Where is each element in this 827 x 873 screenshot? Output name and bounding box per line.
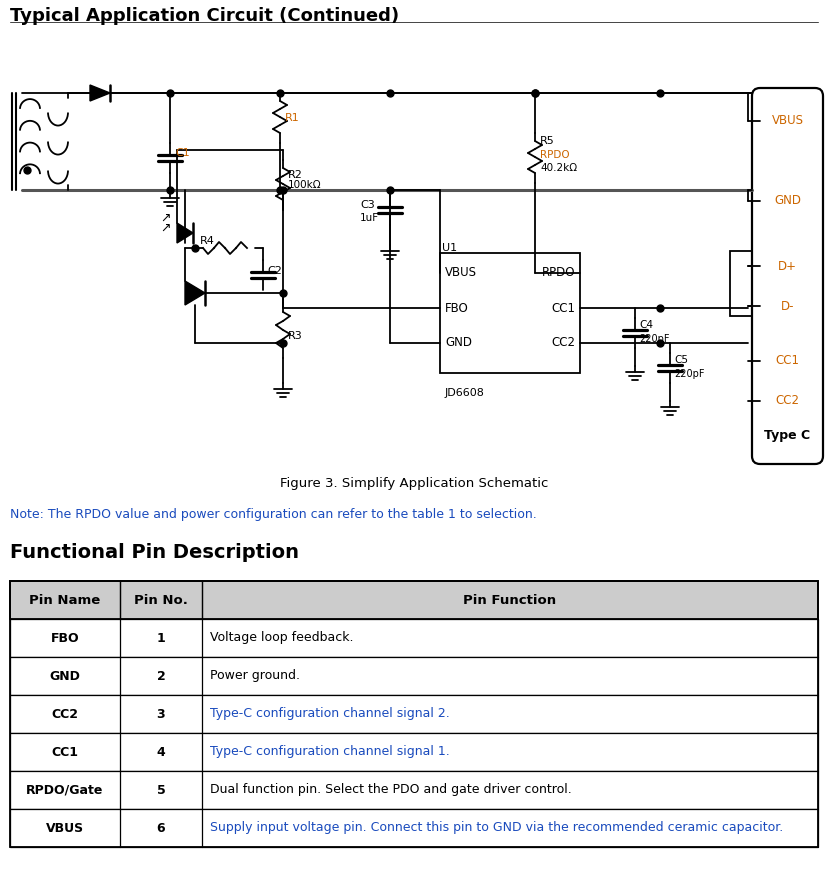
Text: FBO: FBO — [444, 301, 468, 314]
Text: C3: C3 — [360, 200, 375, 210]
Text: Type-C configuration channel signal 2.: Type-C configuration channel signal 2. — [210, 707, 449, 720]
Text: R1: R1 — [284, 113, 299, 123]
Text: U1: U1 — [442, 243, 457, 253]
Bar — [10, 733, 817, 771]
Text: C5: C5 — [673, 355, 687, 365]
Text: Note: The RPDO value and power configuration can refer to the table 1 to selecti: Note: The RPDO value and power configura… — [10, 508, 536, 521]
Text: CC1: CC1 — [550, 301, 574, 314]
Text: CC2: CC2 — [775, 395, 799, 408]
Text: Functional Pin Description: Functional Pin Description — [10, 543, 299, 562]
Polygon shape — [184, 281, 205, 305]
Text: CC2: CC2 — [550, 336, 574, 349]
Bar — [10, 695, 817, 733]
Bar — [10, 809, 817, 847]
Text: 4: 4 — [156, 746, 165, 759]
Text: Figure 3. Simplify Application Schematic: Figure 3. Simplify Application Schematic — [280, 477, 547, 490]
Text: Pin No.: Pin No. — [134, 594, 188, 607]
Text: GND: GND — [50, 670, 80, 683]
Bar — [10, 657, 817, 695]
Text: Dual function pin. Select the PDO and gate driver control.: Dual function pin. Select the PDO and ga… — [210, 783, 571, 796]
Text: VBUS: VBUS — [45, 821, 84, 835]
Text: CC2: CC2 — [51, 707, 79, 720]
Bar — [10, 619, 817, 657]
Text: 5: 5 — [156, 783, 165, 796]
Text: 220pF: 220pF — [638, 334, 669, 344]
Text: R5: R5 — [539, 136, 554, 146]
Text: FBO: FBO — [50, 631, 79, 644]
Text: Voltage loop feedback.: Voltage loop feedback. — [210, 631, 353, 644]
Text: 6: 6 — [156, 821, 165, 835]
Text: R3: R3 — [288, 331, 303, 341]
Text: C1: C1 — [174, 148, 189, 158]
Bar — [10, 581, 817, 847]
Text: C2: C2 — [266, 266, 281, 276]
Text: 40.2kΩ: 40.2kΩ — [539, 163, 576, 173]
Text: R2: R2 — [288, 170, 303, 180]
Text: RPDO: RPDO — [539, 150, 569, 160]
Polygon shape — [177, 223, 193, 243]
Text: Type C: Type C — [763, 430, 810, 443]
Text: GND: GND — [773, 195, 800, 208]
Text: Supply input voltage pin. Connect this pin to GND via the recommended ceramic ca: Supply input voltage pin. Connect this p… — [210, 821, 782, 835]
Text: ↗: ↗ — [160, 211, 170, 224]
Text: R4: R4 — [200, 236, 215, 246]
Text: Pin Name: Pin Name — [29, 594, 101, 607]
Text: RPDO: RPDO — [541, 266, 574, 279]
Text: Power ground.: Power ground. — [210, 670, 299, 683]
Text: JD6608: JD6608 — [444, 388, 485, 398]
Text: 2: 2 — [156, 670, 165, 683]
Text: CC1: CC1 — [775, 354, 799, 368]
Text: VBUS: VBUS — [444, 266, 476, 279]
Text: GND: GND — [444, 336, 471, 349]
Text: 3: 3 — [156, 707, 165, 720]
Text: Type-C configuration channel signal 1.: Type-C configuration channel signal 1. — [210, 746, 449, 759]
Text: C4: C4 — [638, 320, 653, 330]
FancyBboxPatch shape — [751, 88, 822, 464]
Bar — [10, 771, 817, 809]
Bar — [439, 253, 579, 373]
Text: RPDO/Gate: RPDO/Gate — [26, 783, 103, 796]
Bar — [10, 581, 817, 619]
Text: Typical Application Circuit (Continued): Typical Application Circuit (Continued) — [10, 7, 399, 25]
Text: 220pF: 220pF — [673, 369, 704, 379]
Text: 100kΩ: 100kΩ — [288, 180, 321, 190]
Text: 1: 1 — [156, 631, 165, 644]
Text: Pin Function: Pin Function — [463, 594, 556, 607]
Text: D+: D+ — [777, 259, 796, 272]
Bar — [729, 251, 751, 316]
Text: CC1: CC1 — [51, 746, 79, 759]
Text: D-: D- — [780, 299, 793, 313]
Text: 1uF: 1uF — [360, 213, 379, 223]
Polygon shape — [90, 85, 110, 101]
Text: VBUS: VBUS — [771, 114, 802, 127]
Text: ↗: ↗ — [160, 222, 170, 235]
